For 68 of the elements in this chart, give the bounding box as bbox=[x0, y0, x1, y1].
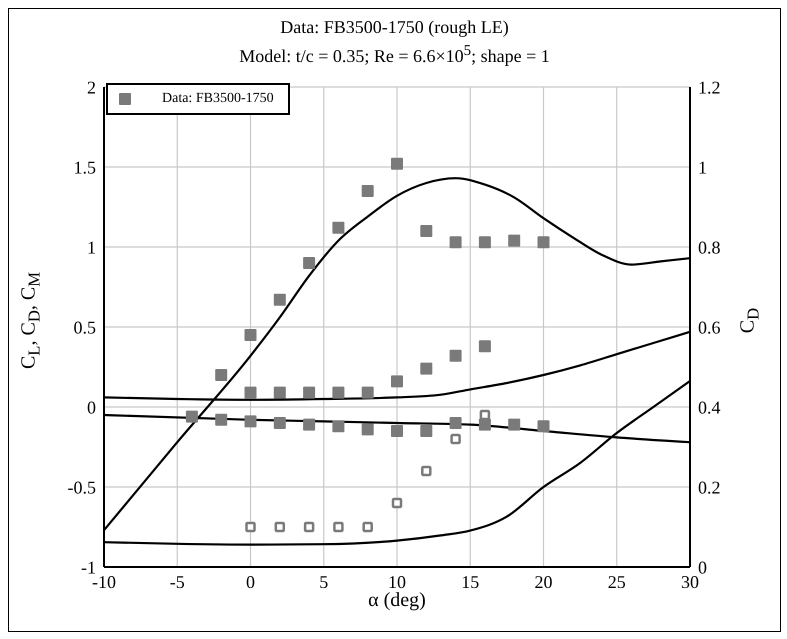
x-tick-label: 5 bbox=[319, 572, 328, 592]
point bbox=[304, 522, 314, 532]
point bbox=[478, 340, 491, 352]
y-tick-label: 1.5 bbox=[74, 157, 96, 178]
point bbox=[332, 386, 344, 399]
chart-title: Data: FB3500-1750 (rough LE) bbox=[279, 16, 510, 39]
y2-tick-label: 0.4 bbox=[698, 397, 720, 418]
point bbox=[274, 386, 286, 399]
y2-tick-label: 0 bbox=[698, 557, 707, 578]
point bbox=[362, 522, 373, 532]
point bbox=[274, 294, 286, 306]
point bbox=[450, 236, 462, 248]
point bbox=[391, 425, 403, 437]
point bbox=[392, 498, 402, 508]
x-tick-label: 25 bbox=[608, 572, 626, 592]
point bbox=[362, 423, 374, 436]
point bbox=[362, 185, 374, 197]
point bbox=[244, 415, 256, 428]
point bbox=[274, 522, 286, 532]
y2-tick-label: 0.2 bbox=[698, 477, 720, 498]
point bbox=[244, 386, 256, 399]
point bbox=[420, 425, 432, 437]
point bbox=[362, 386, 374, 399]
point bbox=[450, 434, 461, 444]
y-tick-label: -1 bbox=[81, 557, 96, 578]
y-tick-label: 1 bbox=[87, 237, 96, 258]
point bbox=[420, 225, 432, 237]
chart-subtitle: Model: t/c = 0.35; Re = 6.6×10$^{5}$; shape = 1 bbox=[238, 42, 551, 68]
point bbox=[186, 410, 198, 423]
x-axis-title: α (deg) bbox=[368, 589, 426, 611]
point bbox=[478, 236, 491, 248]
y-tick-label: 0.5 bbox=[74, 317, 96, 338]
point bbox=[450, 350, 462, 362]
legend-label: Data: FB3500-1750 bbox=[162, 91, 274, 107]
point bbox=[332, 222, 344, 234]
point bbox=[480, 410, 490, 420]
point bbox=[333, 522, 344, 532]
x-tick-label: 20 bbox=[534, 572, 552, 592]
point bbox=[508, 418, 520, 431]
point bbox=[303, 418, 316, 431]
x-tick-label: 30 bbox=[681, 572, 699, 592]
point bbox=[420, 362, 432, 375]
y-tick-label: 2 bbox=[87, 77, 96, 98]
x-tick-label: -5 bbox=[170, 572, 185, 592]
point bbox=[538, 420, 550, 432]
y2-tick-label: 1.2 bbox=[698, 77, 720, 98]
y2-tick-label: 0.6 bbox=[698, 317, 720, 338]
point bbox=[421, 466, 432, 476]
x-tick-label: 10 bbox=[388, 572, 406, 592]
point bbox=[215, 414, 228, 426]
x-tick-label: 15 bbox=[461, 572, 480, 592]
point bbox=[450, 417, 462, 429]
point bbox=[245, 522, 256, 532]
point bbox=[274, 417, 286, 429]
x-tick-label: 0 bbox=[246, 572, 255, 592]
point bbox=[303, 386, 316, 399]
point bbox=[391, 375, 403, 388]
y2-tick-label: 1 bbox=[698, 157, 707, 178]
point bbox=[538, 236, 550, 248]
point bbox=[391, 158, 403, 170]
point bbox=[332, 420, 344, 432]
y-tick-label: -0.5 bbox=[68, 477, 96, 498]
point bbox=[244, 329, 256, 341]
point bbox=[508, 234, 520, 247]
point bbox=[215, 369, 228, 381]
point bbox=[303, 257, 316, 269]
y-tick-label: 0 bbox=[87, 397, 96, 418]
y2-tick-label: 0.8 bbox=[698, 237, 720, 258]
